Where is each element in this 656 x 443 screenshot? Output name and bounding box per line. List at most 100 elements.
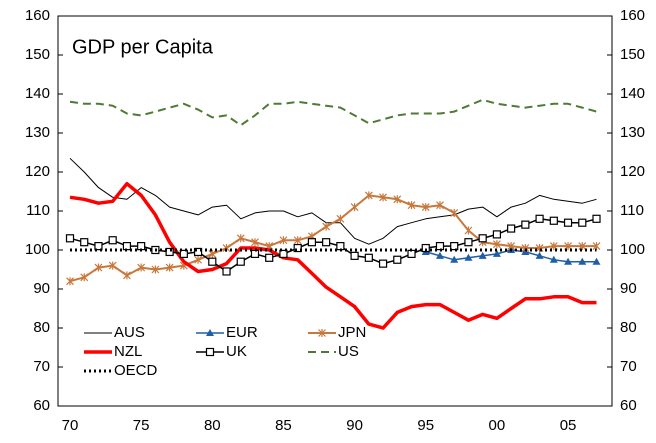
marker — [492, 240, 501, 249]
marker — [279, 236, 288, 245]
y2-tick-label: 110 — [620, 202, 644, 219]
marker — [464, 226, 473, 235]
marker — [564, 257, 573, 265]
marker — [122, 271, 131, 280]
y2-tick-label: 60 — [620, 397, 637, 414]
x-tick-label: 75 — [133, 417, 150, 434]
marker — [578, 218, 587, 227]
y2-tick-label: 130 — [620, 124, 645, 141]
marker — [592, 242, 601, 251]
x-tick-label: 00 — [489, 417, 506, 434]
marker — [378, 259, 388, 268]
marker — [379, 193, 387, 202]
x-tick-label: 95 — [417, 417, 434, 434]
marker — [549, 216, 558, 225]
marker — [66, 277, 74, 286]
x-tick-label: 85 — [275, 417, 292, 434]
marker — [194, 255, 202, 264]
marker — [208, 249, 217, 258]
legend-label: NZL — [114, 343, 142, 360]
marker — [464, 253, 473, 261]
marker — [478, 251, 487, 259]
marker — [336, 214, 345, 223]
marker — [108, 236, 117, 245]
marker — [421, 243, 430, 253]
y-tick-label: 60 — [33, 397, 50, 414]
marker — [265, 253, 274, 262]
legend-label: UK — [226, 343, 247, 360]
marker — [279, 249, 288, 258]
series-line — [69, 218, 597, 273]
marker — [205, 347, 215, 357]
marker — [563, 218, 573, 227]
marker — [65, 234, 75, 243]
marker — [535, 251, 544, 259]
marker — [151, 265, 160, 274]
x-tick-label: 90 — [346, 417, 363, 434]
marker — [350, 203, 359, 212]
y-tick-label: 120 — [25, 163, 50, 180]
marker — [450, 208, 459, 217]
marker — [549, 255, 558, 263]
series-line — [69, 194, 597, 283]
y2-tick-label: 80 — [620, 319, 637, 336]
marker — [179, 249, 188, 258]
marker — [393, 255, 402, 264]
legend-label: JPN — [338, 324, 366, 341]
series-line — [69, 157, 597, 245]
marker — [108, 261, 117, 270]
marker — [578, 257, 587, 265]
marker — [492, 230, 501, 239]
marker — [80, 238, 89, 247]
marker — [165, 263, 174, 272]
legend-label: OECD — [114, 362, 158, 379]
x-tick-label: 80 — [204, 417, 221, 434]
marker — [307, 238, 317, 247]
marker — [393, 195, 402, 204]
marker — [222, 267, 231, 276]
marker — [251, 238, 259, 247]
y-tick-label: 90 — [33, 280, 50, 297]
y-tick-label: 70 — [33, 358, 50, 375]
marker — [435, 242, 445, 251]
marker — [293, 236, 302, 245]
marker — [407, 201, 416, 210]
marker — [94, 263, 103, 272]
chart-title: GDP per Capita — [72, 36, 214, 58]
marker — [592, 257, 601, 265]
marker — [236, 234, 245, 243]
series-line — [69, 181, 597, 330]
y2-tick-label: 160 — [620, 7, 645, 24]
marker — [208, 257, 217, 266]
marker — [318, 329, 326, 337]
marker — [564, 242, 572, 251]
y-tick-label: 150 — [25, 46, 50, 63]
marker — [94, 242, 103, 251]
marker — [364, 253, 373, 262]
marker — [450, 255, 459, 263]
y-tick-label: 80 — [33, 319, 50, 336]
marker — [578, 242, 587, 251]
marker — [206, 329, 214, 336]
y2-tick-label: 150 — [620, 46, 645, 63]
y-tick-label: 160 — [25, 7, 50, 24]
marker — [193, 247, 203, 257]
marker — [592, 214, 601, 223]
y2-tick-label: 70 — [620, 358, 637, 375]
marker — [250, 249, 260, 258]
marker — [236, 257, 245, 266]
marker — [464, 238, 473, 247]
marker — [80, 273, 89, 282]
y2-tick-label: 100 — [620, 241, 645, 258]
legend-label: US — [338, 343, 359, 360]
y2-tick-label: 140 — [620, 85, 645, 102]
marker — [507, 224, 516, 233]
marker — [322, 222, 331, 231]
marker — [421, 203, 430, 212]
marker — [535, 214, 544, 223]
marker — [322, 238, 331, 247]
y2-tick-label: 120 — [620, 163, 645, 180]
marker — [350, 251, 359, 260]
legend-label: AUS — [114, 324, 145, 341]
y-tick-label: 130 — [25, 124, 50, 141]
